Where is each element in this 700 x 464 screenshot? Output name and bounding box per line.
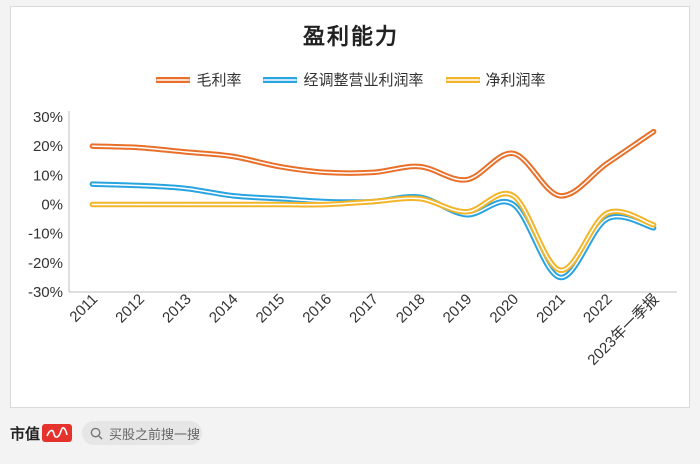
legend-label-operating-margin: 经调整营业利润率	[303, 72, 424, 89]
line-chart-plot: 30% 20% 10% 0% -10% -20% -30% 2011 2012 2013 2014 2…	[28, 109, 677, 369]
footer-bar: 市值 买股之前搜一搜	[10, 418, 203, 448]
y-tick-label: 0%	[41, 197, 63, 214]
chart-card: 盈利能力 毛利率 经调整营业利润率 净利润率 30% 20% 10% 0% -10% -2…	[10, 6, 690, 408]
legend-label-gross-margin: 毛利率	[196, 72, 242, 89]
y-tick-label: 30%	[33, 109, 63, 126]
legend-item-operating-margin: 经调整营业利润率	[263, 69, 424, 90]
x-tick-label: 2015	[253, 291, 289, 327]
x-tick-label: 2013	[159, 291, 195, 327]
x-tick-label: 2017	[346, 291, 382, 327]
chart-title: 盈利能力	[302, 24, 399, 49]
x-tick-label: 2014	[206, 291, 242, 327]
y-tick-label: 10%	[33, 167, 63, 184]
legend-swatch-gross-margin	[156, 74, 191, 86]
search-box[interactable]: 买股之前搜一搜	[82, 421, 203, 445]
brand-text: 市值	[10, 425, 41, 443]
x-tick-label: 2016	[299, 291, 335, 327]
x-tick-label: 2021	[533, 291, 569, 327]
x-tick-label: 2011	[66, 291, 101, 326]
y-tick-label: -30%	[28, 284, 63, 301]
x-tick-label: 2018	[393, 291, 429, 327]
legend-label-net-margin: 净利润率	[485, 72, 546, 89]
x-tick-label: 2012	[112, 291, 148, 327]
series-line-highlight-2	[91, 192, 655, 271]
legend-item-net-margin: 净利润率	[445, 69, 546, 90]
y-tick-label: 20%	[33, 138, 63, 155]
brand-logo: 市值	[10, 423, 73, 444]
x-tick-label: 2020	[487, 291, 523, 327]
x-tick-label: 2022	[580, 291, 616, 327]
search-placeholder: 买股之前搜一搜	[109, 426, 201, 442]
search-icon	[90, 427, 103, 440]
brand-seal-icon	[42, 424, 73, 442]
chart-legend: 毛利率 经调整营业利润率 净利润率	[11, 69, 691, 90]
x-tick-label: 2019	[440, 291, 476, 327]
y-tick-label: -10%	[28, 226, 63, 243]
legend-swatch-operating-margin	[263, 74, 298, 86]
y-tick-label: -20%	[28, 255, 63, 272]
legend-swatch-net-margin	[445, 74, 480, 86]
legend-item-gross-margin: 毛利率	[156, 69, 241, 90]
